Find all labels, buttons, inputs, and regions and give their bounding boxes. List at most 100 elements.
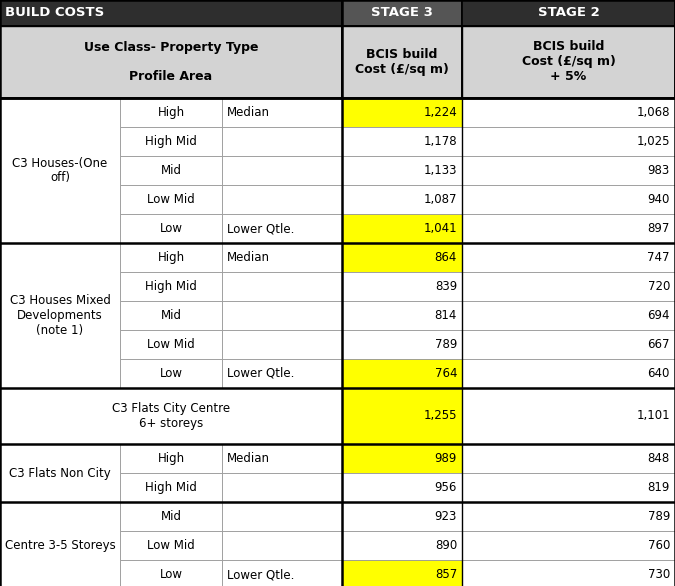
Text: Low Mid: Low Mid <box>147 193 195 206</box>
Text: Use Class- Property Type

Profile Area: Use Class- Property Type Profile Area <box>84 40 259 83</box>
Text: Mid: Mid <box>161 309 182 322</box>
Bar <box>0 444 120 502</box>
Bar <box>120 473 222 502</box>
Bar <box>0 0 342 26</box>
Bar <box>342 127 462 156</box>
Bar <box>222 502 342 531</box>
Text: Low: Low <box>159 568 182 581</box>
Bar <box>462 301 675 330</box>
Bar <box>462 531 675 560</box>
Text: Low: Low <box>159 367 182 380</box>
Text: 1,178: 1,178 <box>423 135 457 148</box>
Text: 989: 989 <box>435 452 457 465</box>
Text: Median: Median <box>227 452 270 465</box>
Text: 730: 730 <box>648 568 670 581</box>
Bar <box>120 531 222 560</box>
Text: High Mid: High Mid <box>145 280 197 293</box>
Bar <box>342 26 462 98</box>
Text: C3 Flats City Centre
6+ storeys: C3 Flats City Centre 6+ storeys <box>112 402 230 430</box>
Text: Mid: Mid <box>161 164 182 177</box>
Bar <box>462 0 675 26</box>
Bar <box>0 243 120 388</box>
Text: 720: 720 <box>647 280 670 293</box>
Text: High Mid: High Mid <box>145 135 197 148</box>
Bar <box>462 359 675 388</box>
Text: Mid: Mid <box>161 510 182 523</box>
Text: 667: 667 <box>647 338 670 351</box>
Text: Low Mid: Low Mid <box>147 539 195 552</box>
Bar <box>342 502 462 531</box>
Text: 747: 747 <box>647 251 670 264</box>
Bar <box>462 214 675 243</box>
Text: 923: 923 <box>435 510 457 523</box>
Bar <box>222 272 342 301</box>
Bar <box>120 127 222 156</box>
Text: C3 Houses-(One
off): C3 Houses-(One off) <box>12 156 107 185</box>
Bar <box>120 301 222 330</box>
Text: 789: 789 <box>435 338 457 351</box>
Text: 897: 897 <box>647 222 670 235</box>
Text: 1,025: 1,025 <box>637 135 670 148</box>
Bar <box>342 560 462 586</box>
Bar <box>222 531 342 560</box>
Bar <box>462 444 675 473</box>
Bar <box>342 531 462 560</box>
Text: 789: 789 <box>647 510 670 523</box>
Text: 1,224: 1,224 <box>423 106 457 119</box>
Bar <box>222 301 342 330</box>
Text: Centre 3-5 Storeys: Centre 3-5 Storeys <box>5 539 115 552</box>
Text: C3 Flats Non City: C3 Flats Non City <box>9 466 111 479</box>
Text: 1,068: 1,068 <box>637 106 670 119</box>
Bar <box>222 330 342 359</box>
Text: Lower Qtle.: Lower Qtle. <box>227 222 294 235</box>
Bar <box>222 156 342 185</box>
Bar <box>462 473 675 502</box>
Bar <box>462 243 675 272</box>
Bar <box>462 127 675 156</box>
Bar <box>120 388 222 444</box>
Bar <box>462 272 675 301</box>
Bar <box>342 359 462 388</box>
Bar <box>462 156 675 185</box>
Text: High: High <box>157 452 184 465</box>
Bar <box>120 185 222 214</box>
Text: 1,041: 1,041 <box>423 222 457 235</box>
Text: 983: 983 <box>648 164 670 177</box>
Text: High: High <box>157 251 184 264</box>
Text: High Mid: High Mid <box>145 481 197 494</box>
Bar <box>222 444 342 473</box>
Bar <box>342 330 462 359</box>
Text: 890: 890 <box>435 539 457 552</box>
Bar <box>120 214 222 243</box>
Bar <box>462 560 675 586</box>
Bar <box>120 272 222 301</box>
Bar <box>0 388 342 444</box>
Bar <box>342 388 462 444</box>
Bar <box>222 359 342 388</box>
Bar <box>342 185 462 214</box>
Text: 814: 814 <box>435 309 457 322</box>
Text: 819: 819 <box>647 481 670 494</box>
Text: BUILD COSTS: BUILD COSTS <box>5 6 104 19</box>
Text: High: High <box>157 106 184 119</box>
Bar <box>120 156 222 185</box>
Bar <box>342 473 462 502</box>
Bar <box>342 243 462 272</box>
Bar <box>120 502 222 531</box>
Text: 764: 764 <box>435 367 457 380</box>
Bar <box>0 98 120 243</box>
Bar <box>462 98 675 127</box>
Bar <box>120 359 222 388</box>
Text: Median: Median <box>227 251 270 264</box>
Bar <box>342 98 462 127</box>
Text: 940: 940 <box>647 193 670 206</box>
Bar <box>222 388 342 444</box>
Bar <box>120 560 222 586</box>
Text: 1,133: 1,133 <box>423 164 457 177</box>
Bar <box>342 156 462 185</box>
Bar <box>222 560 342 586</box>
Text: 1,255: 1,255 <box>423 410 457 423</box>
Bar <box>342 444 462 473</box>
Bar <box>462 330 675 359</box>
Text: 694: 694 <box>647 309 670 322</box>
